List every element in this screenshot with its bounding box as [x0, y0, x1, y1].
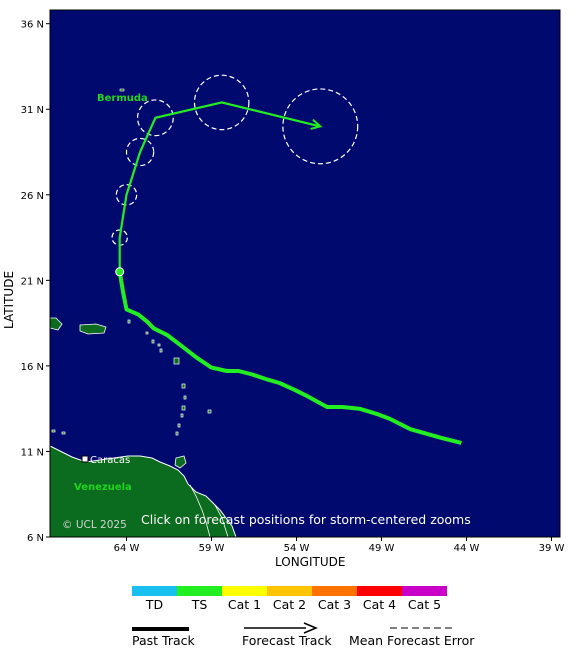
legend-swatch [222, 586, 267, 596]
ocean-background [50, 10, 560, 537]
forecast-error-circle[interactable] [282, 88, 359, 165]
legend-label: Cat 5 [407, 597, 442, 612]
current-position-dot[interactable] [115, 267, 125, 277]
bermuda-label: Bermuda [97, 93, 148, 104]
forecast-error-circle[interactable] [193, 74, 250, 131]
lat-tick-label: 26 N [21, 191, 44, 202]
lat-tick-label: 21 N [21, 276, 44, 287]
forecast-error-circle[interactable] [125, 137, 155, 167]
forecast-arrowhead [310, 118, 323, 130]
legend-swatch [267, 586, 312, 596]
lat-tick-label: 16 N [21, 362, 44, 373]
legend-label: Cat 3 [317, 597, 352, 612]
current-position-marker[interactable] [115, 267, 125, 277]
forecast-error-circle[interactable] [136, 99, 174, 137]
mean-error-label: Mean Forecast Error [349, 633, 475, 648]
caracas-marker [81, 455, 89, 463]
legend-label: Cat 4 [362, 597, 397, 612]
legend-swatch [402, 586, 447, 596]
past-track-line [117, 271, 462, 445]
lon-tick-label: 49 W [369, 543, 395, 554]
copyright-label: © UCL 2025 [62, 519, 127, 531]
country-border-2 [214, 504, 229, 538]
lat-tick-label: 6 N [27, 533, 44, 544]
lon-tick-label: 54 W [284, 543, 310, 554]
puerto-rico-island [79, 323, 107, 335]
lat-tick-label: 31 N [21, 105, 44, 116]
zoom-hint: Click on forecast positions for storm-ce… [141, 512, 471, 527]
caracas-label: Caracas [90, 455, 130, 466]
lat-tick-label: 36 N [21, 20, 44, 31]
lon-tick-label: 59 W [199, 543, 225, 554]
bermuda-island [119, 88, 125, 92]
legend-label: TS [191, 597, 208, 612]
legend-swatch [132, 586, 177, 596]
forecast-track-key [244, 622, 318, 634]
forecast-track-label: Forecast Track [242, 633, 332, 648]
legend-swatch [177, 586, 222, 596]
legend-label: Cat 2 [272, 597, 307, 612]
longitude-axis: 64 W 59 W 54 W 49 W 44 W 39 W [114, 537, 565, 554]
y-axis-title: LATITUDE [2, 271, 16, 329]
trinidad-island [174, 455, 187, 469]
lat-tick-label: 11 N [21, 447, 44, 458]
storm-track-map[interactable]: Bermuda Caracas Venezuela © UCL 2025 Cli… [0, 0, 580, 580]
forecast-track-line [118, 101, 321, 272]
x-axis-title: LONGITUDE [275, 555, 345, 569]
forecast-error-circles [111, 74, 359, 246]
country-border [189, 484, 211, 538]
lon-tick-label: 39 W [539, 543, 565, 554]
past-track-label: Past Track [132, 633, 195, 648]
legend-label: Cat 1 [227, 597, 262, 612]
lon-tick-label: 44 W [454, 543, 480, 554]
venezuela-label: Venezuela [74, 482, 132, 493]
legend-swatch [312, 586, 357, 596]
lesser-antilles [51, 319, 212, 436]
venezuela-landmass [49, 445, 237, 538]
legend-swatch [357, 586, 402, 596]
forecast-error-circle[interactable] [115, 183, 138, 206]
latitude-axis: 36 N 31 N 26 N 21 N 16 N 11 N 6 N [21, 20, 50, 544]
lon-tick-label: 64 W [114, 543, 140, 554]
legend-label: TD [145, 597, 164, 612]
map-frame [49, 9, 561, 538]
past-track-key [132, 627, 189, 631]
